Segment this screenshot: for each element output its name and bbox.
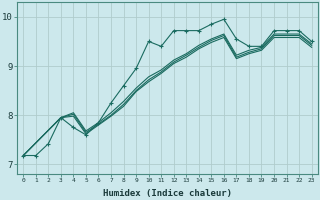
X-axis label: Humidex (Indice chaleur): Humidex (Indice chaleur) <box>103 189 232 198</box>
